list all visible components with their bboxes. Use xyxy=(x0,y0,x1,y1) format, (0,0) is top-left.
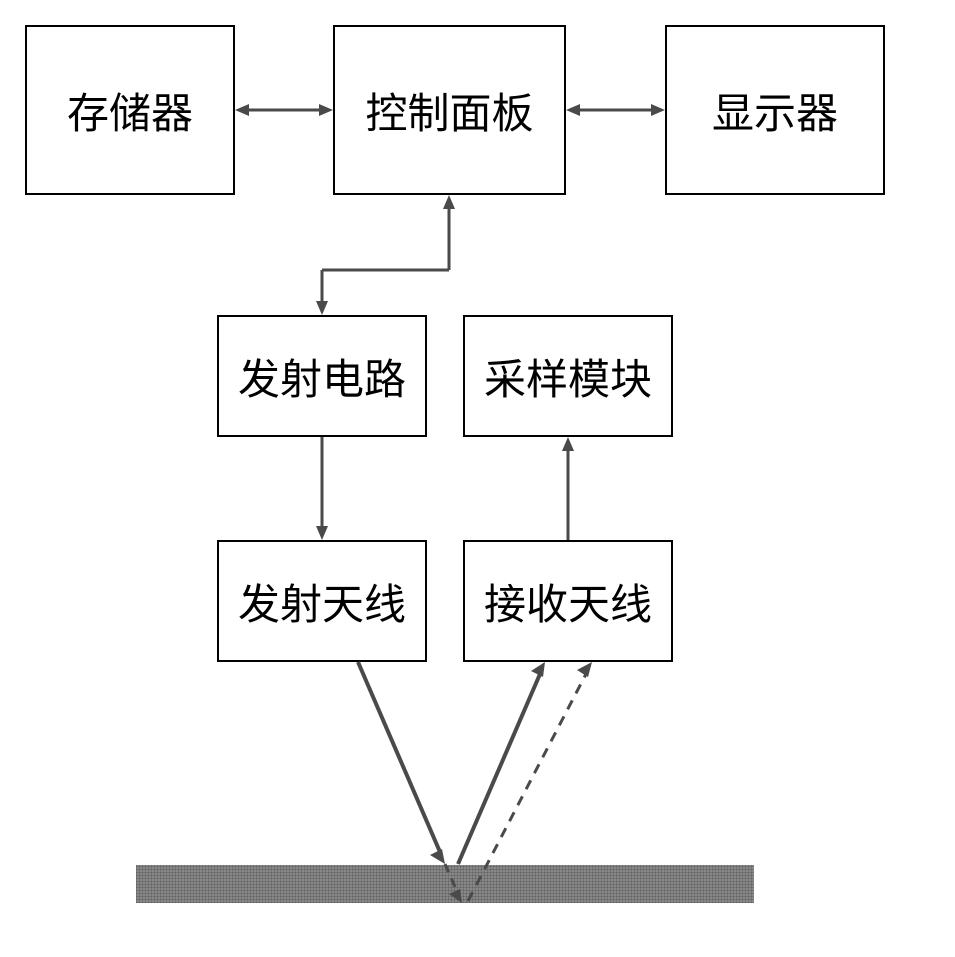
node-storage: 存储器 xyxy=(25,25,235,195)
node-display: 显示器 xyxy=(665,25,885,195)
node-display-label: 显示器 xyxy=(712,80,838,141)
edge-txantenna-ground xyxy=(358,662,445,864)
node-control-panel-label: 控制面板 xyxy=(365,80,533,141)
node-tx-circuit-label: 发射电路 xyxy=(238,346,406,407)
node-rx-antenna: 接收天线 xyxy=(463,540,673,662)
node-storage-label: 存储器 xyxy=(67,80,193,141)
node-sampling-module: 采样模块 xyxy=(463,315,673,437)
ground-strip xyxy=(136,865,754,903)
node-tx-antenna-label: 发射天线 xyxy=(238,571,406,632)
node-tx-antenna: 发射天线 xyxy=(217,540,427,662)
edge-rxantenna-sampling xyxy=(562,437,574,540)
node-sampling-module-label: 采样模块 xyxy=(484,346,652,407)
edge-control-down-elbow xyxy=(316,195,455,315)
node-tx-circuit: 发射电路 xyxy=(217,315,427,437)
edge-txcircuit-txantenna xyxy=(316,437,328,540)
edge-control-display xyxy=(566,104,665,116)
node-rx-antenna-label: 接收天线 xyxy=(484,571,652,632)
edge-control-storage xyxy=(235,104,333,116)
edge-ground-rxantenna-solid xyxy=(458,662,545,864)
node-control-panel: 控制面板 xyxy=(333,25,566,195)
